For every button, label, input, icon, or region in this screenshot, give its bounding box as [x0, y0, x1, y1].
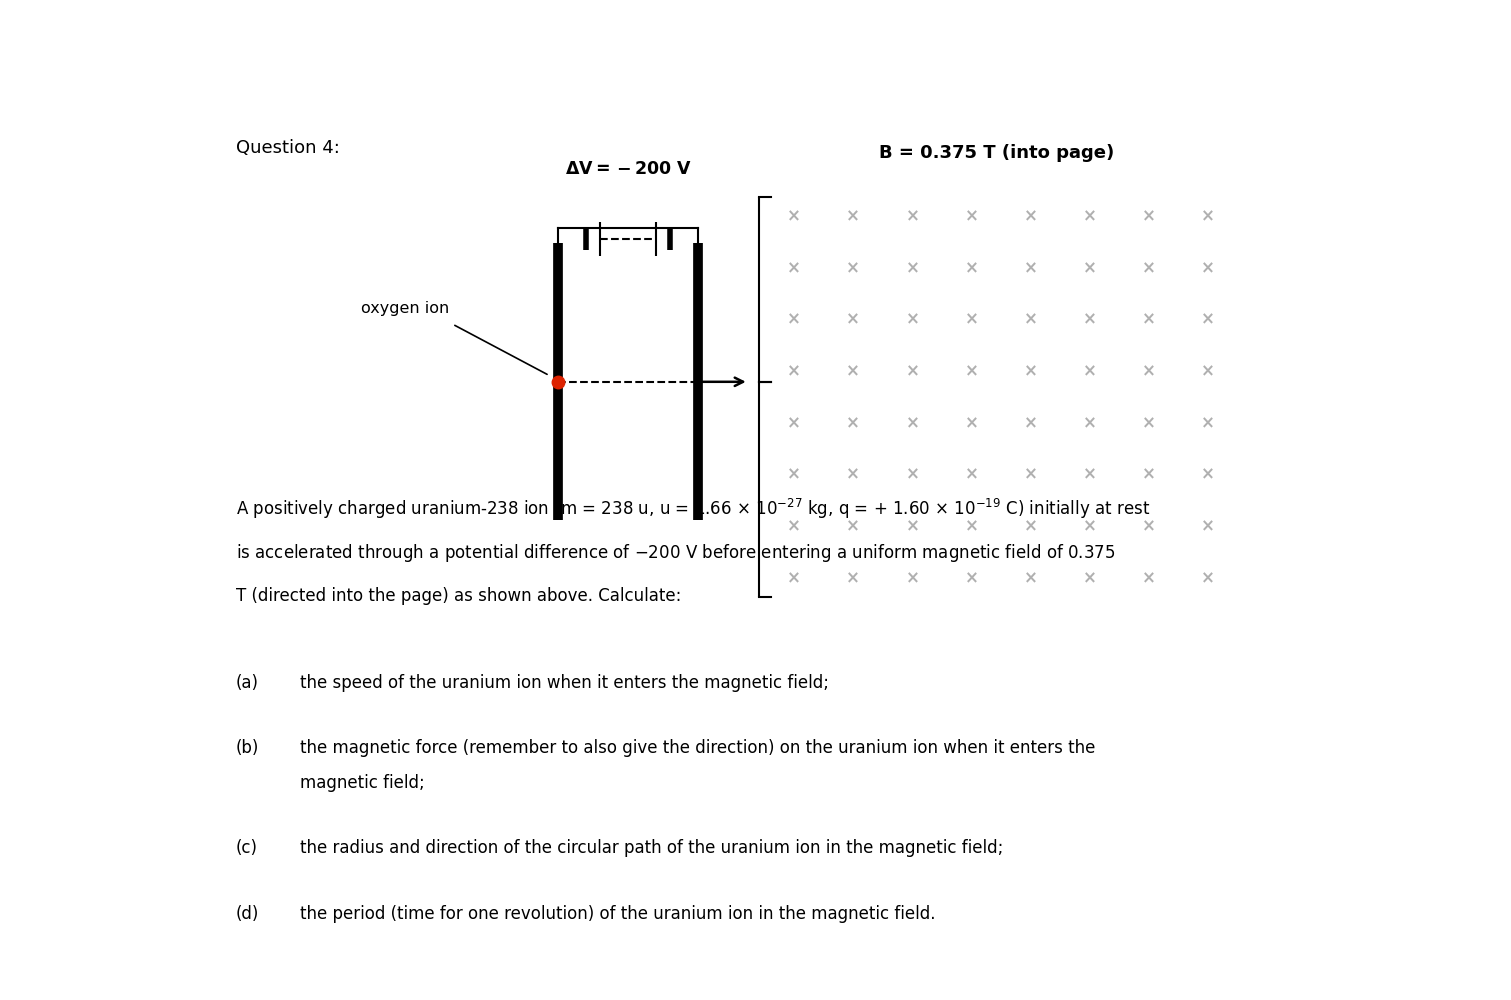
Text: ×: ×	[787, 362, 801, 380]
Text: the period (time for one revolution) of the uranium ion in the magnetic field.: the period (time for one revolution) of …	[301, 905, 935, 923]
Text: ×: ×	[964, 414, 979, 432]
Text: ×: ×	[1023, 207, 1038, 225]
Text: Question 4:: Question 4:	[236, 139, 340, 157]
Text: ×: ×	[846, 569, 860, 587]
Text: ×: ×	[905, 517, 919, 535]
Text: ×: ×	[1023, 259, 1038, 277]
Text: ×: ×	[846, 517, 860, 535]
Text: (b): (b)	[236, 739, 258, 757]
Text: ×: ×	[1201, 311, 1215, 329]
Text: is accelerated through a potential difference of $-$200 V before entering a unif: is accelerated through a potential diffe…	[236, 542, 1115, 564]
Text: ×: ×	[787, 311, 801, 329]
Text: ×: ×	[787, 414, 801, 432]
Text: ×: ×	[1142, 569, 1156, 587]
Text: ×: ×	[964, 362, 979, 380]
Text: ×: ×	[905, 466, 919, 484]
Text: the radius and direction of the circular path of the uranium ion in the magnetic: the radius and direction of the circular…	[301, 839, 1003, 857]
Text: ×: ×	[1142, 362, 1156, 380]
Text: ×: ×	[964, 517, 979, 535]
Text: ×: ×	[1142, 466, 1156, 484]
Text: B = 0.375 T (into page): B = 0.375 T (into page)	[879, 144, 1115, 162]
Text: oxygen ion: oxygen ion	[361, 301, 450, 316]
Text: ×: ×	[905, 362, 919, 380]
Text: ×: ×	[1082, 207, 1097, 225]
Text: ×: ×	[787, 569, 801, 587]
Text: ×: ×	[846, 207, 860, 225]
Text: ×: ×	[1142, 517, 1156, 535]
Text: ×: ×	[1082, 259, 1097, 277]
Text: ×: ×	[1023, 466, 1038, 484]
Text: ×: ×	[964, 207, 979, 225]
Text: ×: ×	[964, 466, 979, 484]
Text: ×: ×	[1201, 569, 1215, 587]
Text: ×: ×	[964, 259, 979, 277]
Text: magnetic field;: magnetic field;	[301, 774, 425, 792]
Text: ×: ×	[1023, 517, 1038, 535]
Text: ×: ×	[1082, 517, 1097, 535]
Text: ×: ×	[846, 259, 860, 277]
Text: ×: ×	[905, 569, 919, 587]
Text: ×: ×	[1142, 414, 1156, 432]
Text: the magnetic force (remember to also give the direction) on the uranium ion when: the magnetic force (remember to also giv…	[301, 739, 1095, 757]
Text: (c): (c)	[236, 839, 258, 857]
Text: ×: ×	[964, 569, 979, 587]
Text: ×: ×	[787, 207, 801, 225]
Text: A positively charged uranium-238 ion (m = 238 u, u = 1.66 $\times$ 10$^{-27}$ kg: A positively charged uranium-238 ion (m …	[236, 497, 1150, 521]
Text: ×: ×	[1082, 569, 1097, 587]
Text: (d): (d)	[236, 905, 258, 923]
Text: ×: ×	[1201, 207, 1215, 225]
Text: ×: ×	[1023, 362, 1038, 380]
Text: $\mathbf{\Delta V = -200\ V}$: $\mathbf{\Delta V = -200\ V}$	[565, 160, 692, 178]
Text: ×: ×	[787, 466, 801, 484]
Text: ×: ×	[1201, 259, 1215, 277]
Text: ×: ×	[1082, 362, 1097, 380]
Text: ×: ×	[1201, 362, 1215, 380]
Text: ×: ×	[1201, 414, 1215, 432]
Text: ×: ×	[846, 466, 860, 484]
Text: ×: ×	[964, 311, 979, 329]
Text: ×: ×	[1023, 414, 1038, 432]
Text: ×: ×	[905, 414, 919, 432]
Text: ×: ×	[1142, 207, 1156, 225]
Text: the speed of the uranium ion when it enters the magnetic field;: the speed of the uranium ion when it ent…	[301, 674, 830, 692]
Text: ×: ×	[846, 362, 860, 380]
Text: ×: ×	[905, 207, 919, 225]
Text: ×: ×	[787, 259, 801, 277]
Text: (a): (a)	[236, 674, 258, 692]
Text: ×: ×	[846, 414, 860, 432]
Text: ×: ×	[1023, 311, 1038, 329]
Text: ×: ×	[1142, 311, 1156, 329]
Text: ×: ×	[905, 311, 919, 329]
Text: ×: ×	[846, 311, 860, 329]
Text: T (directed into the page) as shown above. Calculate:: T (directed into the page) as shown abov…	[236, 587, 681, 605]
Text: ×: ×	[1082, 414, 1097, 432]
Text: ×: ×	[787, 517, 801, 535]
Text: ×: ×	[905, 259, 919, 277]
Text: ×: ×	[1082, 311, 1097, 329]
Text: ×: ×	[1201, 517, 1215, 535]
Text: ×: ×	[1023, 569, 1038, 587]
Text: ×: ×	[1082, 466, 1097, 484]
Text: ×: ×	[1142, 259, 1156, 277]
Text: ×: ×	[1201, 466, 1215, 484]
